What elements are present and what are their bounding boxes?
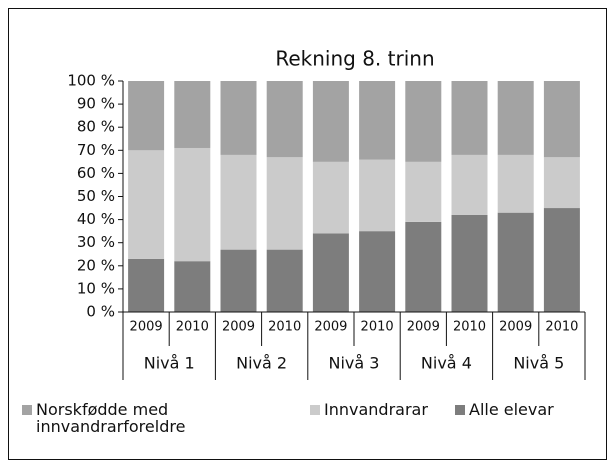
x-tick-label: 2009 — [130, 320, 163, 335]
chart-title: Rekning 8. trinn — [275, 47, 434, 71]
bar-segment — [543, 208, 580, 312]
legend-item: Norskfødde med innvandrarforeldre — [22, 401, 202, 435]
legend-label: Innvandrarar — [324, 400, 428, 419]
bar-segment — [174, 261, 211, 312]
legend-label: Alle elevar — [469, 400, 554, 419]
y-tick-label: 90 % — [77, 95, 115, 113]
chart-border — [8, 8, 607, 460]
bar-segment — [405, 81, 442, 162]
bar-segment — [359, 81, 396, 160]
bar-segment — [497, 154, 534, 213]
bar-segment — [128, 150, 165, 259]
y-tick-label: 80 % — [77, 118, 115, 136]
bar-segment — [451, 154, 488, 215]
x-tick-label: 2010 — [453, 320, 486, 335]
x-tick-label: 2009 — [314, 320, 347, 335]
bar-segment — [405, 221, 442, 312]
bar-segment — [174, 147, 211, 262]
group-label: Nivå 1 — [144, 354, 195, 373]
y-tick-label: 10 % — [77, 279, 115, 297]
bar-segment — [174, 81, 211, 148]
y-tick-label: 20 % — [77, 256, 115, 274]
bar-segment — [497, 81, 534, 155]
x-tick-label: 2010 — [176, 320, 209, 335]
x-tick-label: 2009 — [222, 320, 255, 335]
x-tick-label: 2009 — [499, 320, 532, 335]
legend-swatch — [310, 405, 320, 415]
bar-segment — [451, 214, 488, 312]
bar-segment — [543, 81, 580, 158]
bar-segment — [266, 249, 303, 312]
group-label: Nivå 3 — [329, 354, 380, 373]
legend-swatch — [455, 405, 465, 415]
bar-segment — [451, 81, 488, 155]
bar-segment — [128, 81, 165, 151]
bar-segment — [543, 157, 580, 209]
bar-segment — [312, 81, 349, 162]
y-tick-label: 0 % — [86, 303, 115, 321]
legend-swatch — [22, 405, 32, 415]
x-tick-label: 2010 — [268, 320, 301, 335]
bar-segment — [359, 231, 396, 312]
group-label: Nivå 2 — [236, 354, 287, 373]
bar-segment — [220, 249, 257, 312]
y-tick-label: 50 % — [77, 187, 115, 205]
y-tick-label: 100 % — [67, 72, 115, 90]
bar-segment — [359, 159, 396, 232]
bar-segment — [266, 81, 303, 158]
bar-segment — [312, 233, 349, 312]
x-tick-label: 2009 — [407, 320, 440, 335]
group-label: Nivå 4 — [421, 354, 472, 373]
y-tick-label: 30 % — [77, 233, 115, 251]
legend-item: Alle elevar — [455, 401, 585, 418]
bar-segment — [497, 212, 534, 312]
x-tick-label: 2010 — [361, 320, 394, 335]
bar-segment — [220, 154, 257, 250]
bar-segment — [312, 161, 349, 234]
group-label: Nivå 5 — [513, 354, 564, 373]
y-tick-label: 40 % — [77, 210, 115, 228]
bar-segment — [405, 161, 442, 222]
x-tick-label: 2010 — [545, 320, 578, 335]
legend-label: Norskfødde med innvandrarforeldre — [36, 400, 186, 436]
legend-item: Innvandrarar — [310, 401, 430, 418]
bar-segment — [220, 81, 257, 155]
bar-segment — [128, 258, 165, 312]
y-tick-label: 60 % — [77, 164, 115, 182]
y-tick-label: 70 % — [77, 141, 115, 159]
bar-segment — [266, 157, 303, 250]
